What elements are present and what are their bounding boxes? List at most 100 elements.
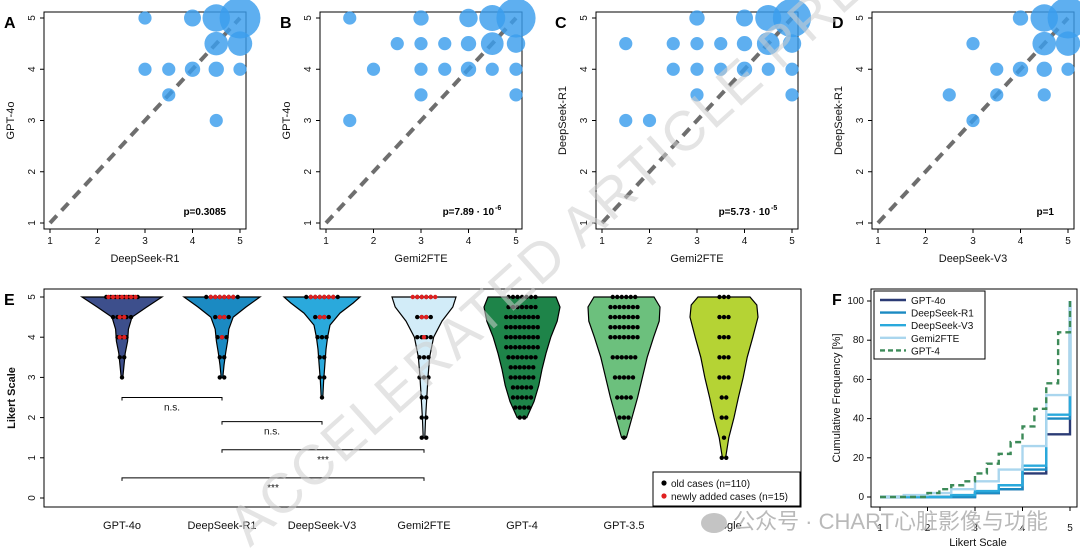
old-case-point: [626, 375, 631, 380]
old-case-point: [528, 385, 534, 390]
old-case-point: [526, 324, 531, 330]
legend-old-label: old cases (n=110): [671, 479, 750, 490]
old-case-point: [315, 335, 320, 340]
new-case-point: [317, 294, 322, 300]
old-case-point: [719, 395, 724, 400]
scatter-point: [690, 37, 704, 51]
old-case-point: [128, 314, 134, 320]
old-case-point: [510, 355, 516, 360]
panel-label: C: [555, 15, 567, 32]
new-case-point: [419, 314, 424, 320]
old-case-point: [719, 415, 724, 420]
scatter-panel-a: 1 2 3 4 5 1 2 3 4 5 DeepSeek-R1 GPT-4o Ap=0.3085: [4, 0, 261, 265]
old-case-point: [630, 324, 636, 330]
old-case-point: [522, 405, 527, 410]
legend-label: DeepSeek-R1: [911, 309, 974, 320]
significance-bracket: [221, 421, 323, 425]
old-case-point: [608, 335, 613, 340]
y-axis-label: GPT-4o: [5, 102, 17, 140]
old-case-point: [608, 314, 613, 320]
old-case-point: [531, 314, 536, 320]
old-case-point: [624, 395, 629, 400]
x-tick-label: 5: [1065, 236, 1071, 247]
old-case-point: [510, 385, 516, 390]
old-case-point: [222, 355, 227, 360]
old-case-point: [524, 304, 529, 310]
old-case-point: [522, 335, 527, 340]
old-case-point: [519, 304, 525, 310]
old-case-point: [608, 304, 613, 310]
old-case-point: [322, 355, 327, 360]
old-case-point: [504, 314, 509, 320]
old-case-point: [633, 294, 638, 300]
watermark-text: ACCELERATED ARTICLE PREVIEW: [216, 0, 991, 557]
new-case-point: [119, 294, 125, 300]
y-tick-label: 3: [27, 117, 38, 123]
old-case-point: [612, 304, 618, 310]
old-case-point: [528, 294, 534, 300]
scatter-point: [756, 32, 780, 55]
old-case-point: [313, 314, 318, 320]
old-case-point: [624, 355, 629, 360]
watermark-layer: ACCELERATED ARTICLE PREVIEW: [216, 0, 991, 557]
y-tick-label: 4: [855, 66, 866, 72]
old-case-point: [615, 355, 620, 360]
y-tick-label: 4: [579, 66, 590, 72]
old-case-point: [215, 335, 220, 340]
new-case-point: [213, 294, 218, 300]
old-case-point: [619, 395, 624, 400]
old-case-point: [335, 294, 340, 300]
new-case-point: [326, 294, 331, 300]
old-case-point: [322, 375, 327, 380]
new-case-point: [133, 294, 138, 300]
x-tick-label: 1: [877, 523, 883, 534]
old-case-point: [617, 324, 622, 330]
old-case-point: [621, 375, 627, 380]
old-case-point: [633, 355, 638, 360]
old-case-point: [717, 335, 722, 340]
old-case-point: [721, 294, 727, 300]
old-case-point: [535, 314, 540, 320]
x-tick-label: 2: [647, 236, 653, 247]
old-case-point: [317, 355, 322, 360]
old-case-point: [630, 304, 636, 310]
old-case-point: [524, 395, 529, 400]
old-case-point: [508, 375, 513, 380]
old-case-point: [630, 314, 636, 320]
cumulative-panel-f: 1 2 3 4 5 0 20 40 60 80 100 Likert Scale Cumulative …: [831, 288, 1078, 549]
old-case-point: [517, 324, 522, 330]
old-case-point: [612, 314, 618, 320]
new-case-point: [410, 294, 415, 300]
old-case-point: [421, 355, 427, 360]
y-tick-label: 5: [27, 15, 38, 21]
x-tick-label: 3: [142, 236, 148, 247]
old-case-point: [528, 304, 534, 310]
legend-box: [652, 471, 801, 507]
old-case-point: [415, 335, 420, 340]
old-case-point: [608, 324, 613, 330]
old-case-point: [508, 335, 513, 340]
old-case-point: [424, 415, 429, 420]
scatter-point: [496, 0, 536, 38]
scatter-point: [942, 88, 956, 102]
p-value-exponent: -5: [771, 205, 777, 212]
significance-label: n.s.: [164, 403, 180, 414]
violin-deepseek-v3: [282, 296, 362, 399]
scatter-point: [714, 62, 728, 76]
scatter-point: [479, 4, 506, 32]
y-axis-label: GPT-4o: [281, 102, 293, 140]
scatter-point: [204, 31, 229, 56]
scatter-point: [666, 62, 680, 76]
old-case-point: [617, 314, 622, 320]
new-case-point: [322, 294, 327, 300]
old-case-point: [217, 375, 222, 380]
old-case-point: [621, 324, 627, 330]
violin-gpt-3.5: [587, 296, 661, 439]
old-case-point: [721, 375, 727, 380]
scatter-point: [736, 61, 753, 77]
old-case-point: [621, 304, 627, 310]
old-case-point: [630, 335, 636, 340]
old-case-point: [626, 415, 631, 420]
old-case-point: [510, 395, 516, 400]
old-case-point: [717, 314, 722, 320]
